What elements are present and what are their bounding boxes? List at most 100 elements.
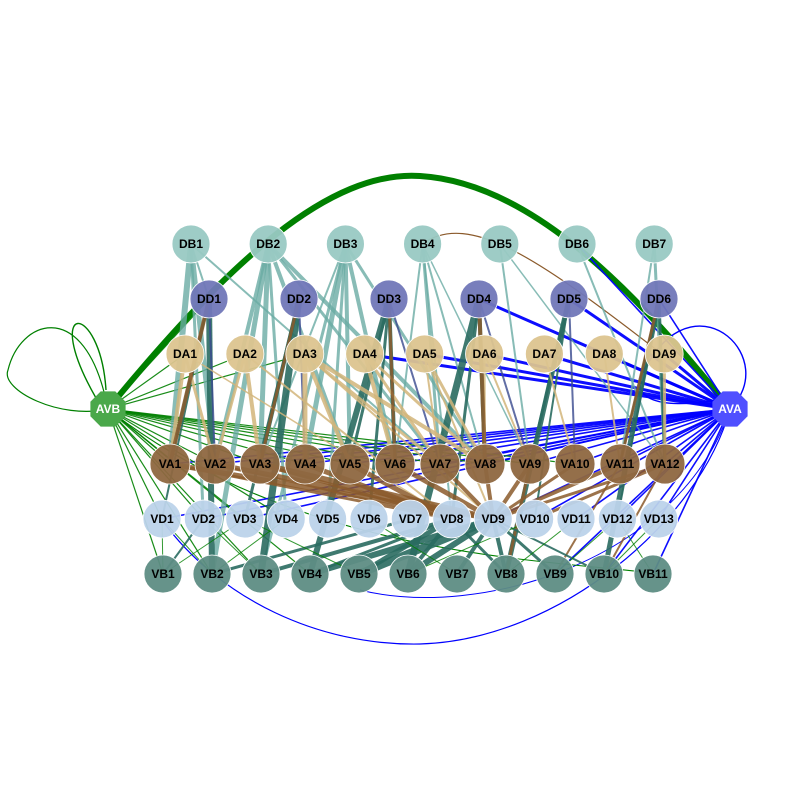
node-vb8[interactable]: VB8 <box>487 555 525 593</box>
node-vb9[interactable]: VB9 <box>536 555 574 593</box>
node-label: VD3 <box>233 512 257 526</box>
node-label: DA5 <box>413 347 437 361</box>
node-da4[interactable]: DA4 <box>346 335 384 373</box>
node-vb4[interactable]: VB4 <box>291 555 329 593</box>
node-vb10[interactable]: VB10 <box>585 555 623 593</box>
node-vd7[interactable]: VD7 <box>391 500 429 538</box>
node-label: DA4 <box>353 347 377 361</box>
node-vb7[interactable]: VB7 <box>438 555 476 593</box>
node-vb2[interactable]: VB2 <box>193 555 231 593</box>
node-label: VB3 <box>249 567 273 581</box>
node-da6[interactable]: DA6 <box>466 335 504 373</box>
node-label: DA2 <box>233 347 257 361</box>
node-label: DB3 <box>333 237 357 251</box>
node-vd1[interactable]: VD1 <box>143 500 181 538</box>
node-vd2[interactable]: VD2 <box>184 500 222 538</box>
node-db2[interactable]: DB2 <box>249 225 287 263</box>
node-label: DA8 <box>592 347 616 361</box>
node-db1[interactable]: DB1 <box>172 225 210 263</box>
node-vb6[interactable]: VB6 <box>389 555 427 593</box>
node-label: VB7 <box>445 567 469 581</box>
node-db4[interactable]: DB4 <box>404 225 442 263</box>
node-label: VB9 <box>543 567 567 581</box>
node-vd3[interactable]: VD3 <box>226 500 264 538</box>
node-vb1[interactable]: VB1 <box>144 555 182 593</box>
node-da1[interactable]: DA1 <box>166 335 204 373</box>
node-vd9[interactable]: VD9 <box>474 500 512 538</box>
node-dd6[interactable]: DD6 <box>640 280 678 318</box>
node-dd1[interactable]: DD1 <box>190 280 228 318</box>
node-va3[interactable]: VA3 <box>240 444 280 484</box>
node-label: DD1 <box>197 292 221 306</box>
node-vb5[interactable]: VB5 <box>340 555 378 593</box>
node-label: DD2 <box>287 292 311 306</box>
node-vd4[interactable]: VD4 <box>267 500 305 538</box>
node-label: DD5 <box>557 292 581 306</box>
node-va5[interactable]: VA5 <box>330 444 370 484</box>
node-label: VD11 <box>561 512 591 526</box>
node-va2[interactable]: VA2 <box>195 444 235 484</box>
node-da8[interactable]: DA8 <box>585 335 623 373</box>
node-db7[interactable]: DB7 <box>635 225 673 263</box>
node-vd10[interactable]: VD10 <box>516 500 554 538</box>
node-dd5[interactable]: DD5 <box>550 280 588 318</box>
node-label: VA4 <box>294 457 317 471</box>
node-label: VB5 <box>347 567 371 581</box>
node-label: VA12 <box>650 457 679 471</box>
node-label: VA7 <box>429 457 452 471</box>
node-vd11[interactable]: VD11 <box>557 500 595 538</box>
node-label: VB10 <box>589 567 619 581</box>
node-db5[interactable]: DB5 <box>481 225 519 263</box>
node-label: DB2 <box>256 237 280 251</box>
node-label: VD12 <box>602 512 632 526</box>
node-vb11[interactable]: VB11 <box>634 555 672 593</box>
node-va11[interactable]: VA11 <box>600 444 640 484</box>
node-label: VD9 <box>482 512 506 526</box>
node-vd8[interactable]: VD8 <box>433 500 471 538</box>
node-label: VA8 <box>474 457 497 471</box>
node-label: VD4 <box>275 512 299 526</box>
node-va1[interactable]: VA1 <box>150 444 190 484</box>
node-da5[interactable]: DA5 <box>406 335 444 373</box>
node-label: VA9 <box>519 457 542 471</box>
node-va12[interactable]: VA12 <box>645 444 685 484</box>
node-label: VD6 <box>357 512 381 526</box>
node-vd6[interactable]: VD6 <box>350 500 388 538</box>
node-da9[interactable]: DA9 <box>645 335 683 373</box>
node-label: VA6 <box>384 457 407 471</box>
node-va10[interactable]: VA10 <box>555 444 595 484</box>
node-va9[interactable]: VA9 <box>510 444 550 484</box>
hub-avb[interactable]: AVB <box>90 391 125 426</box>
node-db6[interactable]: DB6 <box>558 225 596 263</box>
node-da7[interactable]: DA7 <box>525 335 563 373</box>
node-vd13[interactable]: VD13 <box>640 500 678 538</box>
node-da2[interactable]: DA2 <box>226 335 264 373</box>
node-db3[interactable]: DB3 <box>326 225 364 263</box>
node-label: DB5 <box>488 237 512 251</box>
node-va6[interactable]: VA6 <box>375 444 415 484</box>
node-label: DB6 <box>565 237 589 251</box>
edge-avb-self-loop <box>72 323 106 398</box>
node-vd12[interactable]: VD12 <box>598 500 636 538</box>
node-label: DB7 <box>642 237 666 251</box>
edge-dd6-va11 <box>620 299 659 464</box>
node-va4[interactable]: VA4 <box>285 444 325 484</box>
node-dd2[interactable]: DD2 <box>280 280 318 318</box>
hub-label: AVA <box>718 402 742 416</box>
node-va8[interactable]: VA8 <box>465 444 505 484</box>
node-dd3[interactable]: DD3 <box>370 280 408 318</box>
node-vd5[interactable]: VD5 <box>309 500 347 538</box>
node-dd4[interactable]: DD4 <box>460 280 498 318</box>
node-label: VB1 <box>151 567 175 581</box>
node-label: DA7 <box>532 347 556 361</box>
node-label: DB4 <box>411 237 435 251</box>
node-label: VB8 <box>494 567 518 581</box>
node-label: VA5 <box>339 457 362 471</box>
hub-ava[interactable]: AVA <box>712 391 747 426</box>
node-va7[interactable]: VA7 <box>420 444 460 484</box>
node-label: DB1 <box>179 237 203 251</box>
node-vb3[interactable]: VB3 <box>242 555 280 593</box>
node-da3[interactable]: DA3 <box>286 335 324 373</box>
